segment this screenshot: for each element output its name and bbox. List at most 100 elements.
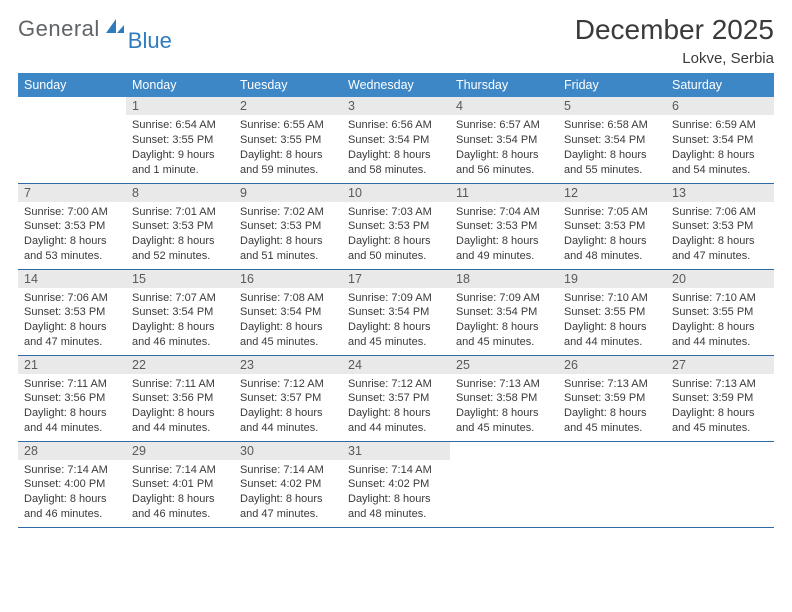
day-details: Sunrise: 6:54 AMSunset: 3:55 PMDaylight:… [126,115,234,181]
daylight-text: Daylight: 8 hours and 45 minutes. [564,406,660,436]
day-details: Sunrise: 7:13 AMSunset: 3:58 PMDaylight:… [450,374,558,440]
daylight-text: Daylight: 8 hours and 47 minutes. [672,234,768,264]
day-number: 23 [234,356,342,374]
day-number: 3 [342,97,450,115]
location-label: Lokve, Serbia [575,50,774,67]
sunrise-text: Sunrise: 7:11 AM [24,377,120,392]
sunrise-text: Sunrise: 7:14 AM [240,463,336,478]
daylight-text: Daylight: 8 hours and 58 minutes. [348,148,444,178]
calendar-day-cell: 31Sunrise: 7:14 AMSunset: 4:02 PMDayligh… [342,441,450,527]
calendar-day-cell: 30Sunrise: 7:14 AMSunset: 4:02 PMDayligh… [234,441,342,527]
sunset-text: Sunset: 3:53 PM [24,219,120,234]
day-details: Sunrise: 7:14 AMSunset: 4:02 PMDaylight:… [342,460,450,526]
sunset-text: Sunset: 3:53 PM [456,219,552,234]
sunset-text: Sunset: 3:54 PM [132,305,228,320]
sunset-text: Sunset: 3:57 PM [240,391,336,406]
sunrise-text: Sunrise: 7:00 AM [24,205,120,220]
weekday-header: Saturday [666,73,774,97]
calendar-day-cell [558,441,666,527]
daylight-text: Daylight: 8 hours and 45 minutes. [672,406,768,436]
weekday-header: Wednesday [342,73,450,97]
sunrise-text: Sunrise: 7:11 AM [132,377,228,392]
calendar-day-cell: 23Sunrise: 7:12 AMSunset: 3:57 PMDayligh… [234,355,342,441]
daylight-text: Daylight: 8 hours and 44 minutes. [24,406,120,436]
sunset-text: Sunset: 3:53 PM [672,219,768,234]
calendar-day-cell [450,441,558,527]
sunset-text: Sunset: 4:02 PM [240,477,336,492]
sunrise-text: Sunrise: 7:13 AM [456,377,552,392]
calendar-day-cell: 7Sunrise: 7:00 AMSunset: 3:53 PMDaylight… [18,183,126,269]
sunset-text: Sunset: 3:54 PM [456,133,552,148]
weekday-header: Thursday [450,73,558,97]
calendar-day-cell: 4Sunrise: 6:57 AMSunset: 3:54 PMDaylight… [450,97,558,183]
sunset-text: Sunset: 3:54 PM [348,133,444,148]
day-number: 25 [450,356,558,374]
sunrise-text: Sunrise: 7:13 AM [564,377,660,392]
sunrise-text: Sunrise: 7:14 AM [132,463,228,478]
sunset-text: Sunset: 3:53 PM [24,305,120,320]
daylight-text: Daylight: 8 hours and 46 minutes. [132,492,228,522]
brand-logo: General Blue [18,14,174,42]
calendar-day-cell: 2Sunrise: 6:55 AMSunset: 3:55 PMDaylight… [234,97,342,183]
sunrise-text: Sunrise: 7:09 AM [456,291,552,306]
daylight-text: Daylight: 8 hours and 45 minutes. [240,320,336,350]
day-details: Sunrise: 7:11 AMSunset: 3:56 PMDaylight:… [18,374,126,440]
daylight-text: Daylight: 8 hours and 51 minutes. [240,234,336,264]
day-details: Sunrise: 7:12 AMSunset: 3:57 PMDaylight:… [342,374,450,440]
day-details: Sunrise: 7:14 AMSunset: 4:01 PMDaylight:… [126,460,234,526]
calendar-week-row: 7Sunrise: 7:00 AMSunset: 3:53 PMDaylight… [18,183,774,269]
sunrise-text: Sunrise: 7:08 AM [240,291,336,306]
calendar-day-cell: 20Sunrise: 7:10 AMSunset: 3:55 PMDayligh… [666,269,774,355]
day-details: Sunrise: 7:10 AMSunset: 3:55 PMDaylight:… [666,288,774,354]
day-details: Sunrise: 7:07 AMSunset: 3:54 PMDaylight:… [126,288,234,354]
daylight-text: Daylight: 8 hours and 44 minutes. [240,406,336,436]
sunset-text: Sunset: 3:53 PM [240,219,336,234]
sunrise-text: Sunrise: 7:09 AM [348,291,444,306]
day-number: 27 [666,356,774,374]
day-details: Sunrise: 6:57 AMSunset: 3:54 PMDaylight:… [450,115,558,181]
sunrise-text: Sunrise: 6:56 AM [348,118,444,133]
daylight-text: Daylight: 8 hours and 47 minutes. [240,492,336,522]
sunset-text: Sunset: 3:54 PM [348,305,444,320]
sunset-text: Sunset: 4:00 PM [24,477,120,492]
sunset-text: Sunset: 3:56 PM [24,391,120,406]
daylight-text: Daylight: 8 hours and 44 minutes. [132,406,228,436]
calendar-day-cell: 8Sunrise: 7:01 AMSunset: 3:53 PMDaylight… [126,183,234,269]
day-details: Sunrise: 7:09 AMSunset: 3:54 PMDaylight:… [342,288,450,354]
sunset-text: Sunset: 4:02 PM [348,477,444,492]
calendar-day-cell: 9Sunrise: 7:02 AMSunset: 3:53 PMDaylight… [234,183,342,269]
daylight-text: Daylight: 8 hours and 54 minutes. [672,148,768,178]
day-details: Sunrise: 7:14 AMSunset: 4:02 PMDaylight:… [234,460,342,526]
sunset-text: Sunset: 3:59 PM [564,391,660,406]
daylight-text: Daylight: 8 hours and 44 minutes. [672,320,768,350]
day-number: 17 [342,270,450,288]
daylight-text: Daylight: 8 hours and 45 minutes. [456,406,552,436]
calendar-page: General Blue December 2025 Lokve, Serbia… [0,0,792,612]
day-number: 2 [234,97,342,115]
sunset-text: Sunset: 3:53 PM [564,219,660,234]
calendar-day-cell: 14Sunrise: 7:06 AMSunset: 3:53 PMDayligh… [18,269,126,355]
calendar-day-cell: 26Sunrise: 7:13 AMSunset: 3:59 PMDayligh… [558,355,666,441]
sunset-text: Sunset: 3:53 PM [348,219,444,234]
calendar-week-row: 1Sunrise: 6:54 AMSunset: 3:55 PMDaylight… [18,97,774,183]
calendar-day-cell: 16Sunrise: 7:08 AMSunset: 3:54 PMDayligh… [234,269,342,355]
sunrise-text: Sunrise: 7:14 AM [24,463,120,478]
daylight-text: Daylight: 8 hours and 50 minutes. [348,234,444,264]
day-number: 8 [126,184,234,202]
calendar-day-cell: 24Sunrise: 7:12 AMSunset: 3:57 PMDayligh… [342,355,450,441]
day-details: Sunrise: 7:04 AMSunset: 3:53 PMDaylight:… [450,202,558,268]
weekday-header: Sunday [18,73,126,97]
calendar-day-cell: 1Sunrise: 6:54 AMSunset: 3:55 PMDaylight… [126,97,234,183]
sunrise-text: Sunrise: 7:04 AM [456,205,552,220]
calendar-day-cell: 21Sunrise: 7:11 AMSunset: 3:56 PMDayligh… [18,355,126,441]
calendar-day-cell: 3 Sunrise: 6:56 AMSunset: 3:54 PMDaylight… [342,97,450,183]
day-details: Sunrise: 7:00 AMSunset: 3:53 PMDaylight:… [18,202,126,268]
calendar-day-cell: 18Sunrise: 7:09 AMSunset: 3:54 PMDayligh… [450,269,558,355]
sunrise-text: Sunrise: 6:55 AM [240,118,336,133]
day-number: 4 [450,97,558,115]
daylight-text: Daylight: 8 hours and 48 minutes. [564,234,660,264]
day-details: Sunrise: 7:13 AMSunset: 3:59 PMDaylight:… [666,374,774,440]
sunrise-text: Sunrise: 7:02 AM [240,205,336,220]
daylight-text: Daylight: 8 hours and 49 minutes. [456,234,552,264]
month-title: December 2025 [575,14,774,46]
